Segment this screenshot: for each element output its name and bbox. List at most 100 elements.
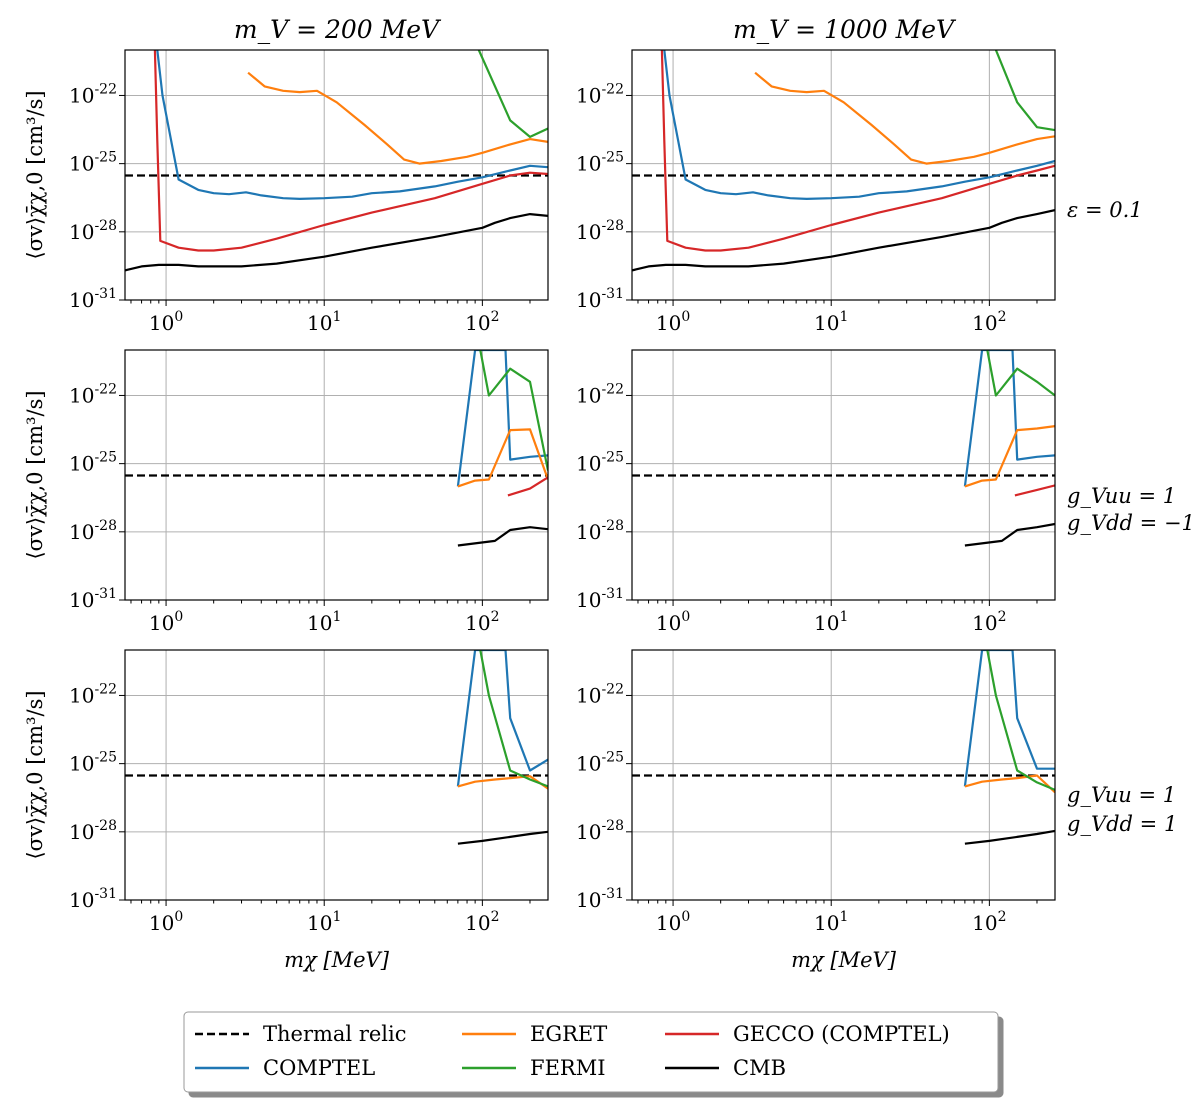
y-tick-label: 10-25 [576,450,624,476]
series-line-cmb [632,209,1055,272]
x-axis-label-0: mχ [MeV] [284,948,390,972]
y-tick-label: 10-25 [576,750,624,776]
x-tick-label: 101 [814,909,848,935]
row-label-2-0: g_Vuu = 1 [1067,783,1176,807]
panel-r0-c0: 100 101 102 10-31 10-28 10-25 10-22 [69,49,549,335]
series-line-egret [964,425,1055,488]
x-tick-label: 102 [972,309,1006,335]
x-tick-label: 100 [656,309,690,335]
series-group [125,650,548,845]
row-label-0-0: ε = 0.1 [1067,198,1143,222]
y-tick-label: 10-22 [69,81,117,107]
series-line-cmb [457,830,548,845]
x-tick-label: 100 [149,909,183,935]
series-line-fermi [479,650,548,788]
series-line-cmb [964,829,1055,845]
panel-r2-c1: 100 101 102 10-31 10-28 10-25 10-22 [576,649,1056,935]
series-group [632,650,1055,845]
y-tick-label: 10-28 [576,218,624,244]
column-titles: m_V = 200 MeV m_V = 1000 MeV [234,15,957,44]
x-tick-label: 101 [814,309,848,335]
x-tick-label: 101 [814,609,848,635]
row-label-2-1: g_Vdd = 1 [1067,812,1177,836]
x-tick-label: 102 [972,609,1006,635]
legend-box [183,1011,999,1093]
plot-frame [631,49,1056,301]
legend-label-thermal: Thermal relic [263,1022,406,1046]
series-line-gecco [660,50,1055,252]
x-tick-label: 101 [307,309,341,335]
series-line-fermi [479,350,548,471]
panel-r1-c1: 100 101 102 10-31 10-28 10-25 10-22 [576,349,1056,635]
y-tick-label: 10-31 [576,586,624,612]
row-label-1-1: g_Vdd = −1 [1067,511,1193,535]
series-group [632,350,1055,547]
y-tick-label: 10-28 [69,218,117,244]
series-line-fermi [994,50,1055,132]
y-tick-label: 10-31 [69,586,117,612]
series-line-comptel [456,350,548,487]
series-line-egret [457,775,548,790]
series-line-comptel [963,650,1055,787]
x-tick-label: 102 [465,609,499,635]
y-axis-label-1: ⟨σv⟩χ̄χ,0 [cm³/s] [23,390,47,559]
series-line-fermi [986,350,1055,397]
series-line-fermi [477,50,548,139]
y-tick-label: 10-28 [576,818,624,844]
y-tick-label: 10-25 [576,150,624,176]
x-axis-label-1: mχ [MeV] [791,948,897,972]
plot-frame [124,349,549,601]
series-line-gecco [153,50,548,252]
y-axis-label-2: ⟨σv⟩χ̄χ,0 [cm³/s] [23,690,47,859]
plot-frame [124,649,549,901]
legend: Thermal relic COMPTEL EGRET FERMI GECCO (COM… [183,1011,999,1093]
series-line-comptel [156,50,548,200]
legend-label-cmb: CMB [733,1056,786,1080]
row-label-1-0: g_Vuu = 1 [1067,484,1176,508]
plot-frame [631,349,1056,601]
x-tick-label: 101 [307,609,341,635]
y-tick-label: 10-28 [69,518,117,544]
plot-frame [631,649,1056,901]
panel-r0-c1: 100 101 102 10-31 10-28 10-25 10-22 [576,49,1056,335]
y-tick-label: 10-22 [576,81,624,107]
x-tick-label: 100 [149,609,183,635]
x-tick-label: 102 [465,309,499,335]
series-line-gecco [1014,484,1055,497]
legend-label-comptel: COMPTEL [263,1056,375,1080]
series-line-egret [457,428,548,488]
row-labels: ε = 0.1 g_Vuu = 1 g_Vdd = −1 g_Vuu = 1 g_Vdd… [1067,198,1193,836]
y-tick-label: 10-22 [576,381,624,407]
series-line-cmb [457,526,548,547]
column-title-0: m_V = 200 MeV [234,15,442,44]
y-tick-label: 10-31 [576,886,624,912]
series-line-egret [964,774,1055,794]
x-tick-label: 100 [656,909,690,935]
legend-label-fermi: FERMI [530,1056,606,1080]
x-tick-label: 102 [972,909,1006,935]
series-line-cmb [125,213,548,272]
y-tick-label: 10-31 [69,886,117,912]
y-axis-label-0: ⟨σv⟩χ̄χ,0 [cm³/s] [23,90,47,259]
series-line-egret [754,71,1055,165]
legend-label-gecco: GECCO (COMPTEL) [733,1022,950,1046]
y-tick-label: 10-31 [576,286,624,312]
series-line-fermi [986,650,1055,791]
column-title-1: m_V = 1000 MeV [733,15,957,44]
panel-r2-c0: 100 101 102 10-31 10-28 10-25 10-22 [69,649,549,935]
y-tick-label: 10-28 [576,518,624,544]
x-tick-label: 101 [307,909,341,935]
x-tick-label: 100 [149,309,183,335]
x-tick-label: 100 [656,609,690,635]
legend-label-egret: EGRET [530,1022,607,1046]
plot-frame [124,49,549,301]
series-group [125,50,548,272]
y-tick-label: 10-25 [69,750,117,776]
series-line-comptel [456,650,548,787]
series-line-cmb [964,522,1055,547]
y-tick-label: 10-22 [69,681,117,707]
y-tick-label: 10-25 [69,450,117,476]
y-tick-label: 10-22 [576,681,624,707]
